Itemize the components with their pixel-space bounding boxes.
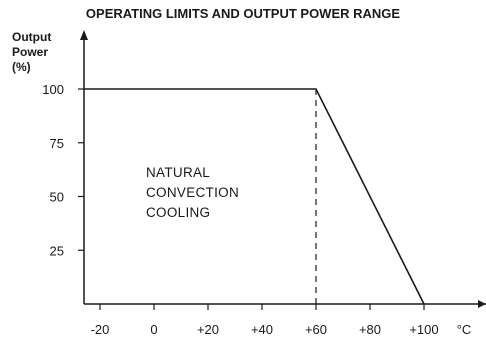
y-axis-label-line-1: Output xyxy=(12,30,51,44)
x-tick-label: -20 xyxy=(91,322,110,337)
x-tick-label: +20 xyxy=(197,322,219,337)
y-tick-label: 75 xyxy=(50,136,64,151)
annotation-line-3: COOLING xyxy=(146,205,210,220)
series-line xyxy=(84,88,425,305)
y-tick-label: 100 xyxy=(42,82,64,97)
annotation: NATURAL CONVECTION COOLING xyxy=(146,165,239,220)
x-ticks: -20 0 +20 +40 +60 +80 +100 xyxy=(91,304,439,337)
y-axis-label-line-3: (%) xyxy=(12,60,31,74)
y-axis-arrow-icon xyxy=(80,30,88,40)
x-axis-unit: °C xyxy=(457,322,472,337)
annotation-line-2: CONVECTION xyxy=(146,185,239,200)
y-tick-label: 50 xyxy=(50,190,64,205)
y-tick-label: 25 xyxy=(50,243,64,258)
x-axis-arrow-icon xyxy=(478,300,486,308)
x-tick-label: +100 xyxy=(409,322,438,337)
x-tick-label: +80 xyxy=(359,322,381,337)
x-tick-label: +40 xyxy=(251,322,273,337)
chart-title: OPERATING LIMITS AND OUTPUT POWER RANGE xyxy=(86,6,400,21)
y-ticks: 25 50 75 100 xyxy=(42,82,84,258)
annotation-line-1: NATURAL xyxy=(146,165,210,180)
y-axis-label-line-2: Power xyxy=(12,45,48,59)
x-tick-label: +60 xyxy=(305,322,327,337)
x-tick-label: 0 xyxy=(150,322,157,337)
